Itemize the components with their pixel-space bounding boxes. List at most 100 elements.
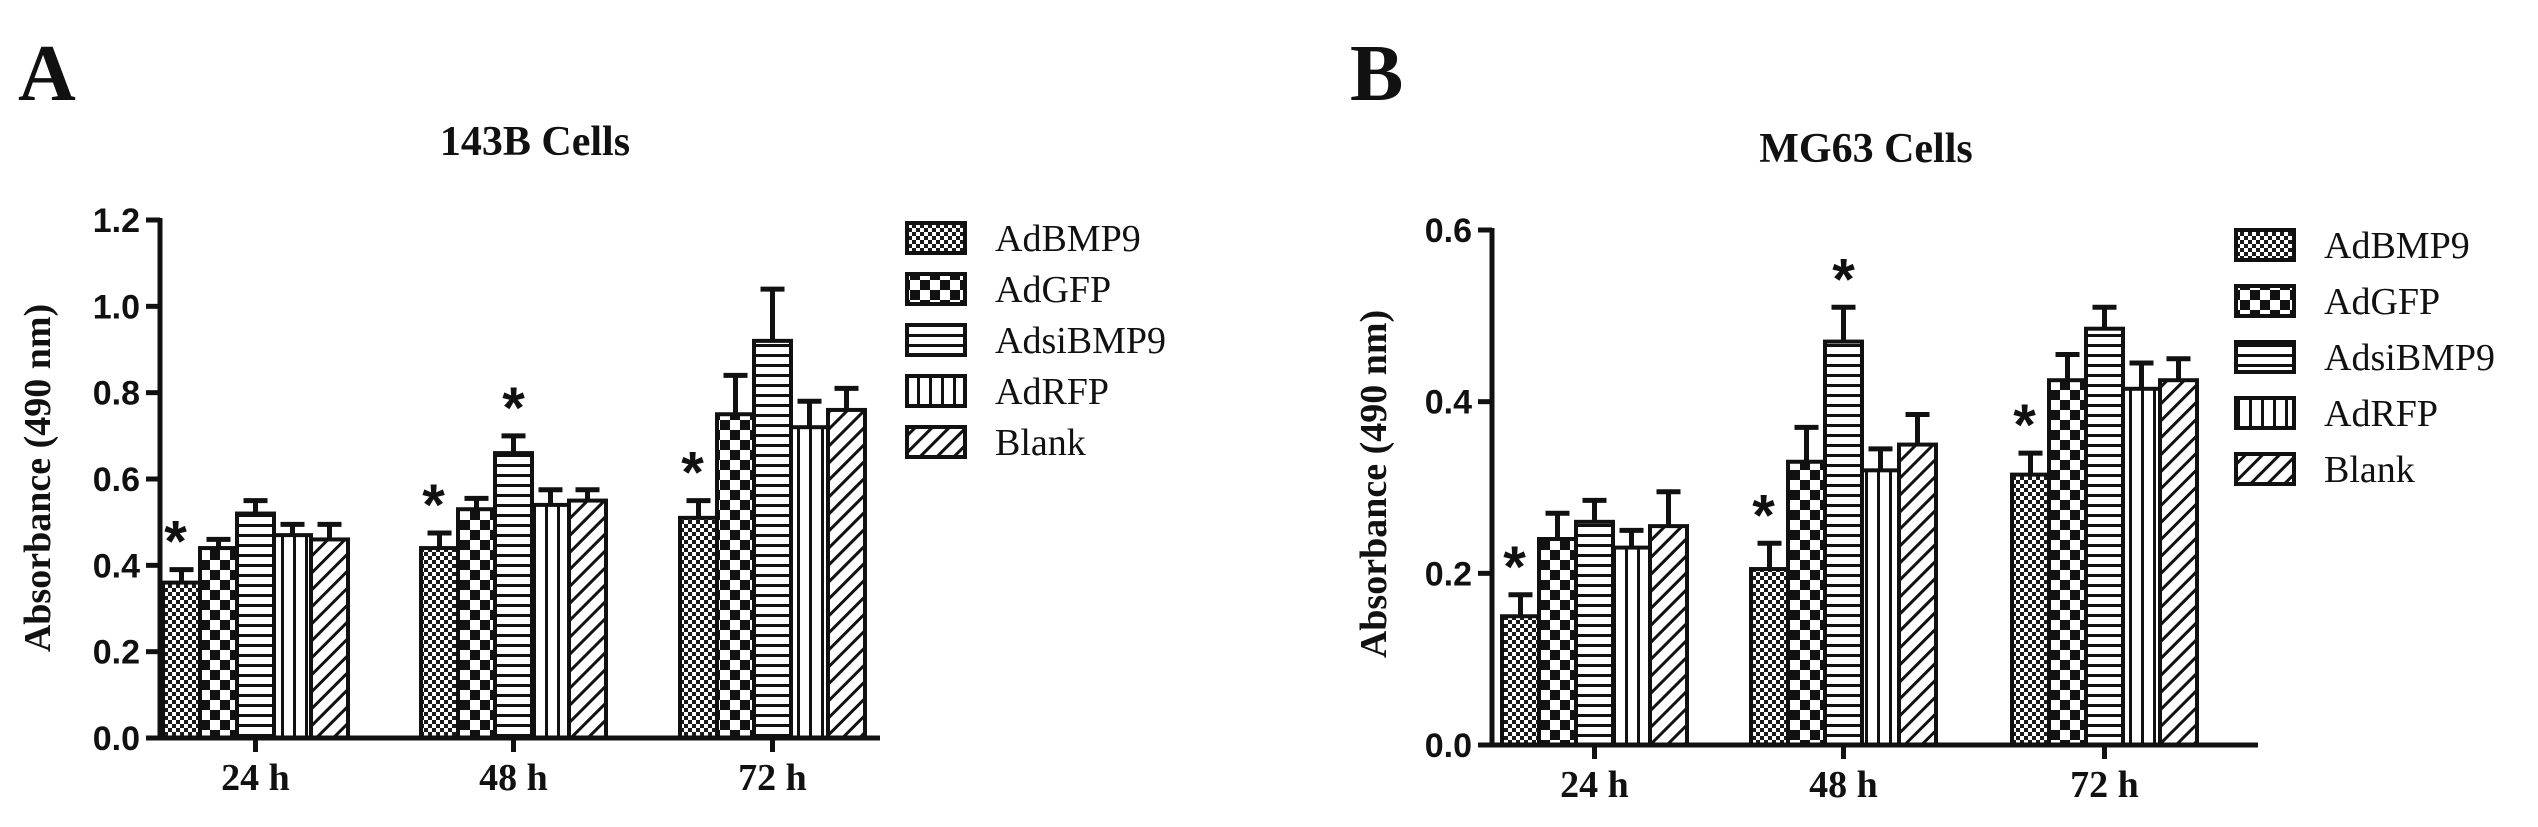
bar-143b-24-h-adsibmp9 (235, 511, 276, 740)
y-tick-label-mg63-0: 0.0 (1425, 727, 1472, 765)
significance-star-143b-24-h-adbmp9: * (164, 510, 187, 575)
y-axis-label-143b: Absorbance (490 nm) (17, 304, 59, 652)
significance-star-mg63-48-h-adsibmp9: * (1832, 247, 1855, 312)
legend-label-143b-adsibmp9: AdsiBMP9 (995, 320, 1166, 362)
error-bar-mg63-48-h-adbmp9 (1757, 540, 1782, 570)
error-bar-143b-24-h-adsibmp9 (243, 498, 268, 514)
error-bar-143b-72-h-adgfp (723, 372, 748, 415)
bar-143b-48-h-adbmp9 (419, 546, 460, 740)
error-bar-mg63-48-h-adrfp (1868, 446, 1893, 471)
error-bar-mg63-48-h-blank (1905, 412, 1930, 445)
y-tick-label-143b-3: 0.6 (93, 461, 140, 499)
error-bar-143b-72-h-adbmp9 (686, 498, 711, 518)
error-bar-mg63-24-h-adgfp (1545, 510, 1570, 539)
significance-star-143b-72-h-adbmp9: * (681, 441, 704, 506)
legend-item-mg63-adbmp9: AdBMP9 (2234, 225, 2470, 267)
bar-mg63-24-h-blank (1648, 524, 1689, 747)
error-bar-143b-48-h-adsibmp9 (501, 433, 526, 454)
x-tick-label-143b-24-h: 24 h (221, 757, 290, 799)
bar-mg63-72-h-adsibmp9 (2084, 326, 2125, 747)
bar-mg63-48-h-adsibmp9 (1823, 339, 1864, 747)
error-bar-mg63-48-h-adsibmp9 (1831, 304, 1856, 342)
legend-swatch-mg63-adrfp (2234, 396, 2296, 430)
legend-item-143b-adbmp9: AdBMP9 (905, 218, 1141, 260)
legend-item-mg63-adrfp: AdRFP (2234, 393, 2438, 435)
bar-mg63-24-h-adgfp (1537, 537, 1578, 747)
bar-143b-48-h-adrfp (530, 502, 571, 740)
error-bar-143b-48-h-adbmp9 (427, 530, 452, 549)
y-tick-label-143b-6: 1.2 (93, 202, 140, 240)
error-bar-mg63-72-h-adrfp (2129, 360, 2154, 389)
legend-swatch-143b-adbmp9 (905, 221, 967, 255)
error-bar-mg63-72-h-adsibmp9 (2092, 304, 2117, 329)
legend-label-143b-adrfp: AdRFP (995, 371, 1109, 413)
legend-item-mg63-adsibmp9: AdsiBMP9 (2234, 337, 2495, 379)
bar-143b-48-h-adgfp (456, 507, 497, 741)
legend-item-mg63-adgfp: AdGFP (2234, 281, 2440, 323)
legend-swatch-mg63-adsibmp9 (2234, 340, 2296, 374)
error-bar-143b-72-h-blank (834, 385, 859, 410)
y-tick-label-143b-1: 0.2 (93, 634, 140, 672)
legend-label-mg63-adgfp: AdGFP (2324, 281, 2440, 323)
x-tick-label-mg63-72-h: 72 h (2070, 764, 2139, 806)
legend-label-143b-adbmp9: AdBMP9 (995, 218, 1141, 260)
significance-star-143b-48-h-adsibmp9: * (502, 376, 525, 441)
error-bar-143b-48-h-adgfp (464, 495, 489, 510)
significance-star-mg63-48-h-adbmp9: * (1752, 483, 1775, 548)
bar-143b-72-h-blank (826, 407, 867, 740)
bar-mg63-48-h-adbmp9 (1749, 567, 1790, 748)
chart-title-mg63: MG63 Cells (1759, 126, 1972, 172)
error-bar-mg63-48-h-adgfp (1794, 424, 1819, 462)
significance-star-143b-48-h-adbmp9: * (422, 473, 445, 538)
legend-label-mg63-blank: Blank (2324, 449, 2415, 491)
error-bar-143b-24-h-adrfp (280, 521, 305, 536)
bar-mg63-24-h-adbmp9 (1500, 614, 1541, 747)
bar-143b-72-h-adgfp (715, 412, 756, 740)
error-bar-143b-48-h-blank (575, 487, 600, 501)
error-bar-143b-48-h-adrfp (538, 487, 563, 505)
bar-143b-48-h-adsibmp9 (493, 451, 534, 740)
panel-label-b: B (1350, 30, 1403, 118)
legend-label-143b-adgfp: AdGFP (995, 269, 1111, 311)
legend-swatch-143b-adgfp (905, 272, 967, 306)
legend-mg63: AdBMP9 AdGFP AdsiBMP9 AdRFP Blank (2234, 225, 2495, 491)
error-bar-mg63-72-h-adbmp9 (2018, 450, 2043, 475)
significance-star-mg63-24-h-adbmp9: * (1503, 535, 1526, 600)
legend-swatch-143b-adsibmp9 (905, 323, 967, 357)
bar-mg63-24-h-adrfp (1611, 545, 1652, 747)
error-bar-mg63-24-h-adbmp9 (1508, 592, 1533, 617)
legend-swatch-mg63-adbmp9 (2234, 228, 2296, 262)
bar-mg63-24-h-adsibmp9 (1574, 519, 1615, 747)
significance-star-mg63-72-h-adbmp9: * (2013, 393, 2036, 458)
x-tick-label-143b-48-h: 48 h (479, 757, 548, 799)
error-bar-143b-72-h-adrfp (797, 398, 822, 428)
error-bar-mg63-24-h-adsibmp9 (1582, 497, 1607, 522)
error-bar-mg63-24-h-blank (1656, 489, 1681, 527)
legend-143b: AdBMP9 AdGFP AdsiBMP9 AdRFP Blank (905, 218, 1166, 464)
error-bar-143b-24-h-adbmp9 (169, 567, 194, 583)
y-tick-label-mg63-1: 0.2 (1425, 555, 1472, 593)
y-tick-label-143b-4: 0.8 (93, 375, 140, 413)
bar-143b-48-h-blank (567, 498, 608, 741)
legend-label-mg63-adsibmp9: AdsiBMP9 (2324, 337, 2495, 379)
legend-item-143b-adrfp: AdRFP (905, 371, 1109, 413)
bar-143b-24-h-adgfp (198, 546, 239, 740)
bar-mg63-72-h-blank (2158, 378, 2199, 747)
legend-item-143b-blank: Blank (905, 422, 1086, 464)
bar-143b-24-h-blank (309, 537, 350, 741)
error-bar-mg63-24-h-adrfp (1619, 527, 1644, 548)
error-bar-mg63-72-h-blank (2166, 356, 2191, 381)
bar-143b-72-h-adbmp9 (678, 515, 719, 740)
legend-item-mg63-blank: Blank (2234, 449, 2415, 491)
error-bar-143b-72-h-adsibmp9 (760, 286, 785, 341)
legend-swatch-mg63-adgfp (2234, 284, 2296, 318)
bar-mg63-48-h-adgfp (1786, 459, 1827, 747)
plot-area-mg63: * * * * 0.0 0.2 0.4 0.6 24 h 48 h 72 h (1425, 212, 2258, 806)
error-bar-143b-24-h-adgfp (206, 536, 231, 549)
bar-143b-72-h-adsibmp9 (752, 338, 793, 740)
y-tick-label-143b-2: 0.4 (93, 547, 140, 585)
bar-143b-72-h-adrfp (789, 425, 830, 740)
legend-item-143b-adsibmp9: AdsiBMP9 (905, 320, 1166, 362)
legend-swatch-143b-blank (905, 425, 967, 459)
